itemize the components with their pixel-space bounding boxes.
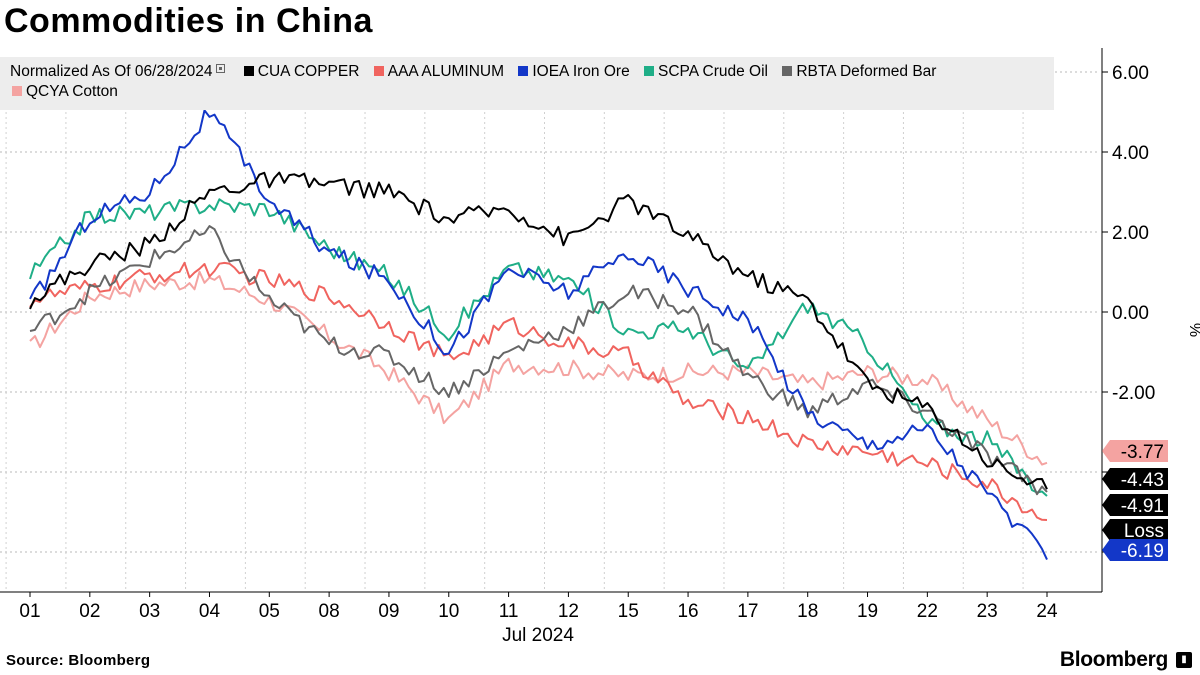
x-tick-label: 19 [857,601,878,622]
x-tick-label: 01 [19,601,40,622]
legend-swatch-aluminum [373,66,384,76]
x-tick-label: 22 [917,601,938,622]
end-value-label: -3.77 [1121,442,1164,463]
end-value-label: -4.91 [1121,496,1164,517]
end-value-label: Loss [1124,521,1164,542]
x-tick-label: 02 [79,601,100,622]
x-tick-label: 08 [319,601,340,622]
source-note: Source: Bloomberg [6,652,151,669]
legend-item-crude-oil[interactable]: SCPA Crude Oil [642,62,768,82]
x-tick-label: 15 [618,601,639,622]
x-tick-label: 09 [378,601,399,622]
legend-normalize-icon [216,64,226,73]
x-tick-label: 12 [558,601,579,622]
legend-item-copper[interactable]: CUA COPPER [242,62,359,82]
legend-prefix: Normalized As Of 06/28/2024 [10,62,229,82]
end-value-tag [1102,440,1168,462]
x-tick-label: 04 [199,601,221,622]
legend-swatch-copper [243,66,254,76]
x-tick-label: 03 [139,601,160,622]
end-value-tag [1102,468,1168,490]
series-line-aaa-aluminum [29,261,1048,521]
x-tick-label: 11 [499,601,519,622]
legend-swatch-iron-ore [518,66,529,76]
y-axis-label: % [1186,323,1200,337]
end-value-tag [1102,539,1168,561]
legend-background [0,57,1054,110]
x-tick-label: 16 [677,601,698,622]
x-tick-label: 17 [737,601,758,622]
legend: Normalized As Of 06/28/2024 CUA COPPER A… [10,62,1050,102]
legend-item-aluminum[interactable]: AAA ALUMINUM [372,62,504,82]
y-tick-label: 0.00 [1112,303,1149,324]
end-value-label: -6.19 [1121,541,1164,562]
end-value-tag [1102,494,1168,516]
series-line-scpa-crude-oil [29,198,1048,497]
series-line-ioea-iron-ore [29,109,1048,561]
legend-swatch-deformed-bar [782,66,793,76]
legend-item-deformed-bar[interactable]: RBTA Deformed Bar [780,62,936,82]
chart-title: Commodities in China [4,2,373,40]
y-tick-label: 2.00 [1112,223,1149,244]
brand-logo: Bloomberg [1059,648,1168,671]
end-value-tag [1102,519,1168,541]
y-tick-label: -2.00 [1112,383,1155,404]
x-tick-label: 18 [797,601,818,622]
legend-swatch-crude-oil [644,66,655,76]
x-axis-label: Jul 2024 [502,625,574,646]
y-tick-label: 4.00 [1112,143,1149,164]
legend-item-iron-ore[interactable]: IOEA Iron Ore [516,62,630,82]
series-line-cua-copper [29,171,1048,490]
x-tick-label: 10 [438,601,459,622]
y-tick-label: 6.00 [1112,63,1149,84]
x-tick-label: 23 [977,601,998,622]
end-value-label: -4.43 [1121,470,1164,491]
series-line-qcya-cotton [29,270,1048,466]
terminal-icon: ▮ [1176,652,1192,668]
legend-item-cotton[interactable]: QCYA Cotton [10,82,118,102]
x-tick-label: 05 [259,601,280,622]
x-tick-label: 24 [1036,601,1058,622]
legend-swatch-cotton [12,86,22,96]
